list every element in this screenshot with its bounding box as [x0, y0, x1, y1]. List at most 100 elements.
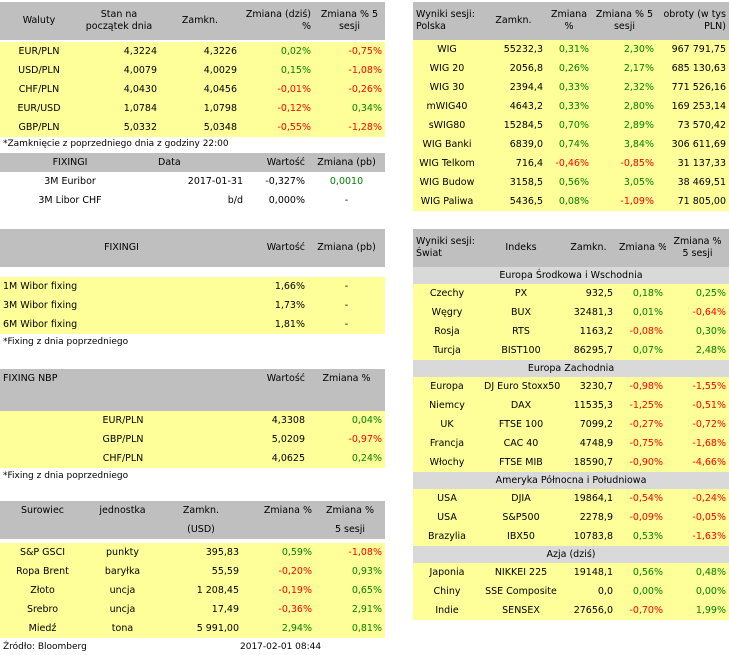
index-name: WIG Budow [413, 173, 481, 192]
commodity-row: S&P GSCI punkty 395,83 0,59% -1,08% [0, 543, 385, 562]
poland-index-row: sWIG80 15284,5 0,70% 2,89% 73 570,42 [413, 116, 729, 135]
index-name: WIG 30 [413, 78, 481, 97]
fixing-nbp-table: FIXING NBP Wartość Zmiana % EUR/PLN 4,330… [0, 369, 385, 468]
commodity-change: 0,59% [242, 543, 315, 562]
index-turnover: 31 137,33 [657, 154, 729, 173]
world-index-change: -0,70% [616, 601, 666, 620]
currency-name: GBP/PLN [0, 118, 78, 137]
world-index-change5: -0,05% [666, 508, 729, 527]
nbp-header: FIXING NBP Wartość Zmiana % [0, 369, 385, 411]
index-change: 0,26% [546, 59, 592, 78]
world-index-close: 10783,8 [561, 527, 616, 546]
commodity-unit: baryłka [85, 562, 160, 581]
world-index-close: 3230,7 [561, 377, 616, 396]
wibor-name: 3M Wibor fixing [0, 296, 246, 315]
world-index-close: 18590,7 [561, 453, 616, 472]
commodity-name: Ropa Brent [0, 562, 85, 581]
commodity-name: Miedź [0, 619, 85, 638]
fixing1-header: FIXINGI Data Wartość Zmiana (pb) [0, 153, 385, 172]
poland-index-row: WIG Paliwa 5436,5 0,08% -1,09% 71 805,00 [413, 192, 729, 211]
start-value: 4,0079 [78, 61, 160, 80]
close-value: 5,0348 [160, 118, 240, 137]
col-zmiana-pb: Zmiana (pb) [308, 153, 385, 172]
index-close: 2394,4 [481, 78, 546, 97]
world-index-change: 0,56% [616, 563, 666, 582]
world-index-close: 4748,9 [561, 434, 616, 453]
wibor-change: - [308, 315, 385, 334]
world-index-close: 19148,1 [561, 563, 616, 582]
commodity-change5: 0,65% [315, 581, 385, 600]
index-turnover: 306 611,69 [657, 135, 729, 154]
col-zmiana-pb: Zmiana (pb) [308, 229, 385, 267]
world-index-change: 0,00% [616, 582, 666, 601]
index-close: 5436,5 [481, 192, 546, 211]
change5-value: -1,08% [314, 61, 385, 80]
index-change: 0,74% [546, 135, 592, 154]
world-index-change: -0,08% [616, 322, 666, 341]
wibor-name: 1M Wibor fixing [0, 277, 246, 296]
world-index-row: Turcja BIST100 86295,7 0,07% 2,48% [413, 341, 729, 360]
close-value: 4,0456 [160, 80, 240, 99]
col-jednostka: jednostka [85, 501, 160, 520]
col-zmiana5: Zmiana % [315, 501, 385, 520]
fixing-change: - [308, 191, 385, 210]
start-value: 4,0430 [78, 80, 160, 99]
region-title: Europa Zachodnia [413, 360, 729, 377]
world-index-row: Brazylia IBX50 10783,8 0,53% -1,63% [413, 527, 729, 546]
commodity-close: 1 208,45 [160, 581, 242, 600]
world-index-change: 0,18% [616, 284, 666, 303]
fixing-date: 2017-01-31 [140, 172, 246, 191]
col-usd: (USD) [160, 520, 242, 539]
col-change: Zmiana (dziś) % [240, 2, 314, 40]
index-name: WIG [413, 40, 481, 59]
region-section-header: Ameryka Północna i Południowa [413, 472, 729, 489]
region-title: Ameryka Północna i Południowa [413, 472, 729, 489]
source-note: Źródło: Bloomberg [3, 642, 87, 652]
world-index-close: 11535,3 [561, 396, 616, 415]
country-name: Brazylia [413, 527, 481, 546]
world-index-row: Rosja RTS 1163,2 -0,08% 0,30% [413, 322, 729, 341]
wibor-value: 1,66% [246, 277, 308, 296]
fixing-value: 0,000% [246, 191, 308, 210]
nbp-name: GBP/PLN [0, 430, 246, 449]
commodity-row: Ropa Brent baryłka 55,59 -0,20% 0,93% [0, 562, 385, 581]
start-value: 4,3224 [78, 42, 160, 61]
commodity-name: Złoto [0, 581, 85, 600]
index-change: 0,56% [546, 173, 592, 192]
col-close: Zamkn. [160, 2, 240, 40]
wibor-change: - [308, 277, 385, 296]
commodity-change: -0,19% [242, 581, 315, 600]
index-turnover: 685 130,63 [657, 59, 729, 78]
country-name: Europa [413, 377, 481, 396]
world-index-name: FTSE MIB [481, 453, 561, 472]
close-value: 1,0798 [160, 99, 240, 118]
world-index-row: UK FTSE 100 7099,2 -0,27% -0,72% [413, 415, 729, 434]
currency-name: EUR/PLN [0, 42, 78, 61]
index-change: -0,46% [546, 154, 592, 173]
col-indeks: Indeks [481, 229, 561, 267]
world-header: Wyniki sesji: Świat Indeks Zamkn. Zmiana… [413, 229, 729, 267]
commodity-change5: 2,91% [315, 600, 385, 619]
world-index-change: -1,25% [616, 396, 666, 415]
commodity-unit: uncja [85, 600, 160, 619]
wibor-row: 6M Wibor fixing 1,81% - [0, 315, 385, 334]
index-change5: 2,80% [592, 97, 657, 116]
currency-header: Waluty Stan na początek dnia Zamkn. Zmia… [0, 2, 385, 40]
country-name: Japonia [413, 563, 481, 582]
world-index-row: Chiny SSE Composite 0,0 0,00% 0,00% [413, 582, 729, 601]
world-index-close: 27656,0 [561, 601, 616, 620]
timestamp: 2017-02-01 08:44 [240, 642, 322, 652]
nbp-note: *Fixing z dnia poprzedniego [3, 471, 129, 481]
world-index-close: 932,5 [561, 284, 616, 303]
world-index-change5: 0,25% [666, 284, 729, 303]
world-index-row: Japonia NIKKEI 225 19148,1 0,56% 0,48% [413, 563, 729, 582]
index-change5: -0,85% [592, 154, 657, 173]
country-name: UK [413, 415, 481, 434]
index-change5: 2,30% [592, 40, 657, 59]
change-value: 0,02% [240, 42, 314, 61]
region-title: Europa Środkowa i Wschodnia [413, 267, 729, 284]
nbp-value: 5,0209 [246, 430, 308, 449]
index-turnover: 73 570,42 [657, 116, 729, 135]
commodity-unit: punkty [85, 543, 160, 562]
index-close: 15284,5 [481, 116, 546, 135]
